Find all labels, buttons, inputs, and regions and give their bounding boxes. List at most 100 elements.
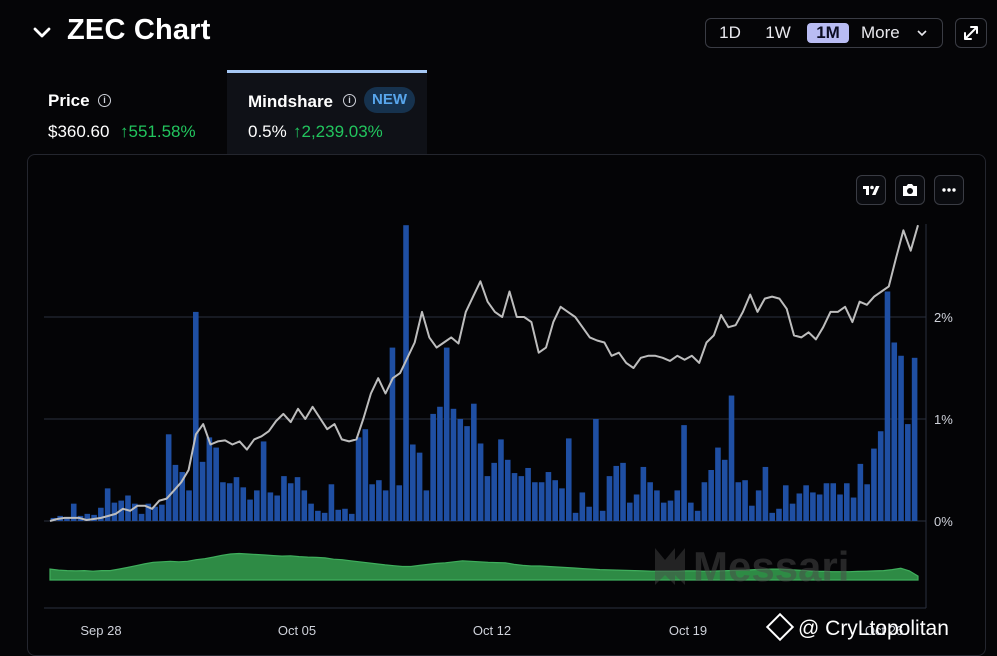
- mindshare-bar: [864, 484, 870, 521]
- mindshare-bar: [437, 406, 443, 521]
- tab-price[interactable]: Price i $360.60 ↑551.58%: [28, 70, 224, 154]
- mindshare-bar: [905, 424, 911, 521]
- mindshare-bar: [681, 425, 687, 521]
- mindshare-bar: [830, 483, 837, 521]
- mindshare-bar: [484, 476, 491, 521]
- time-range-selector: 1D 1W 1M More: [705, 18, 943, 48]
- mindshare-bar: [504, 459, 511, 521]
- fullscreen-button[interactable]: [955, 18, 987, 48]
- mindshare-bar: [565, 438, 572, 521]
- mindshare-bar: [606, 476, 613, 521]
- mindshare-bar: [593, 419, 599, 521]
- mindshare-bar: [579, 492, 586, 521]
- mindshare-bar: [328, 484, 335, 521]
- mindshare-bar: [315, 510, 321, 521]
- mindshare-bar: [240, 487, 247, 521]
- mindshare-bar: [281, 476, 287, 521]
- mindshare-bar: [762, 466, 769, 521]
- mindshare-bar: [70, 503, 77, 521]
- chevron-down-icon[interactable]: [30, 20, 54, 44]
- mindshare-bar: [416, 452, 423, 521]
- range-more-button[interactable]: More: [861, 23, 900, 42]
- mindshare-bar: [348, 513, 355, 521]
- info-icon[interactable]: i: [98, 94, 111, 107]
- price-change-value: 551.58%: [128, 122, 196, 141]
- mindshare-bar: [844, 483, 850, 521]
- mindshare-bar: [165, 434, 172, 521]
- mindshare-bar: [667, 500, 674, 521]
- mindshare-bar: [464, 426, 470, 521]
- binance-icon: [765, 612, 795, 642]
- mindshare-bar: [891, 342, 898, 521]
- mindshare-bar: [125, 495, 131, 521]
- mindshare-bar: [369, 484, 375, 521]
- info-icon[interactable]: i: [343, 94, 356, 107]
- mindshare-bar: [471, 403, 477, 521]
- mindshare-bar: [586, 506, 592, 521]
- mindshare-bar: [857, 463, 864, 521]
- mindshare-bar: [674, 490, 681, 521]
- mindshare-bar: [450, 408, 457, 521]
- mindshare-bar: [803, 485, 809, 521]
- mindshare-bar: [782, 485, 789, 521]
- mindshare-bar: [525, 467, 531, 521]
- camera-icon: [903, 184, 917, 196]
- mindshare-bar: [708, 470, 714, 521]
- mindshare-bar: [430, 413, 436, 521]
- mindshare-bar: [254, 490, 260, 521]
- mindshare-bar: [633, 494, 640, 521]
- y-tick-label: 0%: [934, 514, 953, 529]
- tradingview-button[interactable]: [856, 175, 886, 205]
- chevron-down-icon[interactable]: [916, 27, 928, 39]
- mindshare-bar: [559, 488, 565, 521]
- mindshare-bar: [131, 503, 138, 521]
- mindshare-bar: [287, 483, 294, 521]
- more-options-button[interactable]: [934, 175, 964, 205]
- range-1m-button[interactable]: 1M: [807, 23, 849, 43]
- screenshot-button[interactable]: [895, 175, 925, 205]
- mindshare-bar: [884, 291, 891, 521]
- mindshare-bar: [362, 429, 369, 521]
- volume-area-fill: [49, 552, 919, 581]
- mindshare-bar: [769, 512, 775, 521]
- mindshare-bar: [274, 495, 280, 521]
- mindshare-bar: [837, 494, 843, 521]
- mindshare-bar: [816, 494, 823, 521]
- mindshare-bar: [389, 347, 396, 521]
- mindshare-bar: [572, 512, 579, 521]
- tab-label: Mindshare: [248, 92, 334, 111]
- mindshare-bar: [91, 514, 97, 521]
- mindshare-bar: [552, 480, 558, 521]
- mindshare-bar: [179, 472, 186, 521]
- y-tick-label: 2%: [934, 310, 953, 325]
- range-1d-button[interactable]: 1D: [719, 23, 741, 42]
- mindshare-bar: [776, 508, 782, 521]
- mindshare-bar: [647, 482, 653, 521]
- mindshare-bar: [220, 482, 226, 521]
- tab-mindshare[interactable]: Mindshare i NEW 0.5% ↑2,239.03%: [227, 70, 427, 154]
- mindshare-bar: [660, 502, 667, 521]
- mindshare-bar: [403, 225, 409, 521]
- mindshare-bar: [721, 459, 728, 521]
- mindshare-bar: [376, 480, 382, 521]
- mindshare-bar: [789, 503, 796, 521]
- mindshare-bar: [308, 503, 314, 521]
- new-badge: NEW: [364, 87, 415, 113]
- mindshare-bars: [50, 225, 918, 521]
- x-tick-label: Oct 12: [473, 623, 511, 638]
- mindshare-bar: [545, 472, 552, 521]
- mindshare-bar: [715, 447, 721, 521]
- mindshare-bar: [701, 482, 708, 521]
- mindshare-bar: [423, 490, 430, 521]
- y-tick-label: 1%: [934, 412, 953, 427]
- mindshare-bar: [688, 502, 694, 521]
- mindshare-bar: [172, 464, 179, 521]
- mindshare-bar: [98, 507, 104, 521]
- mindshare-bar: [823, 483, 830, 521]
- mindshare-bar: [654, 490, 660, 521]
- messari-watermark-text: Messari: [693, 543, 849, 590]
- range-1w-button[interactable]: 1W: [765, 23, 791, 42]
- mindshare-bar: [735, 482, 742, 521]
- mindshare-bar: [247, 499, 253, 521]
- mindshare-bar: [457, 419, 464, 521]
